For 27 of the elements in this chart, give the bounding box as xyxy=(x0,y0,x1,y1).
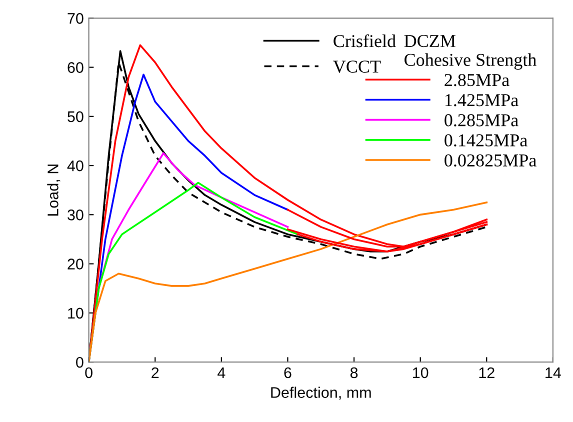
legend-label: VCCT xyxy=(333,60,381,73)
x-axis-title: Deflection, mm xyxy=(271,386,371,400)
x-tick-label: 4 xyxy=(218,368,226,378)
x-tick-label: 2 xyxy=(152,367,159,378)
y-tick-label: 0 xyxy=(76,356,84,368)
legend-label: 0.285MPa xyxy=(444,114,518,126)
y-tick-label: 60 xyxy=(68,62,84,73)
legend-label: 1.425MPa xyxy=(445,94,518,106)
y-tick-label: 20 xyxy=(68,258,84,270)
legend-title: DCZM xyxy=(404,34,456,48)
x-tick-label: 12 xyxy=(479,367,494,378)
x-tick-label: 8 xyxy=(350,367,358,378)
y-axis-title: Load, N xyxy=(47,164,60,216)
x-tick-label: 10 xyxy=(413,367,428,378)
legend-label: Crisfield xyxy=(334,34,396,48)
y-tick-label: 30 xyxy=(68,210,84,220)
legend-label: 2.85MPa xyxy=(444,74,510,86)
x-tick-label: 6 xyxy=(284,367,292,378)
y-tick-label: 70 xyxy=(68,13,84,24)
y-tick-label: 50 xyxy=(68,111,84,122)
legend-label: 0.1425MPa xyxy=(444,134,528,146)
y-tick-label: 40 xyxy=(67,160,84,172)
y-tick-label: 10 xyxy=(68,308,84,319)
legend-label: 0.02825MPa xyxy=(444,154,536,167)
annotation: Cohesive Strength xyxy=(404,53,536,70)
x-tick-label: 14 xyxy=(546,368,561,378)
x-tick-label: 0 xyxy=(85,367,92,378)
